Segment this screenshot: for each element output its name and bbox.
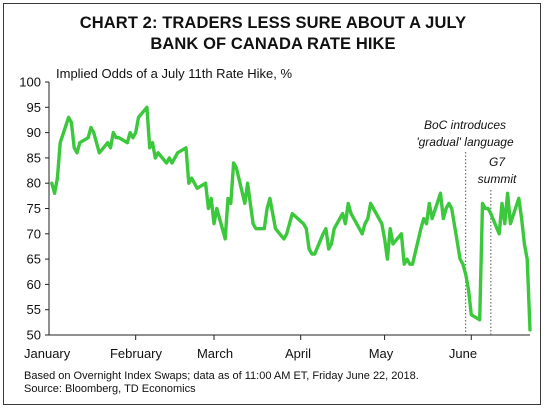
y-tick-label: 60: [27, 277, 41, 292]
y-tick-label: 50: [27, 328, 41, 343]
footnote: Based on Overnight Index Swaps; data as …: [24, 370, 419, 382]
y-tick-label: 90: [27, 125, 41, 140]
x-tick-label: February: [110, 346, 163, 361]
chart-title-line-1: CHART 2: TRADERS LESS SURE ABOUT A JULY: [79, 14, 467, 32]
series-line: [50, 105, 532, 332]
y-tick-label: 80: [27, 176, 41, 191]
annotation-label: 'gradual' language: [416, 135, 514, 149]
y-axis-label: Implied Odds of a July 11th Rate Hike, %: [56, 66, 293, 81]
y-tick-label: 85: [27, 150, 41, 165]
y-tick-label: 65: [27, 252, 41, 267]
x-tick-label: April: [285, 346, 311, 361]
y-tick-label: 70: [27, 226, 41, 241]
chart-title-line-2: BANK OF CANADA RATE HIKE: [150, 35, 396, 53]
y-tick-label: 100: [19, 75, 41, 90]
x-tick-label: June: [449, 346, 477, 361]
source-note: Source: Bloomberg, TD Economics: [24, 383, 196, 395]
y-tick-label: 95: [27, 100, 41, 115]
y-tick-label: 55: [27, 302, 41, 317]
x-tick-label: January: [24, 346, 71, 361]
annotation-label: BoC introduces: [424, 118, 506, 132]
y-tick-label: 75: [27, 201, 41, 216]
x-tick-label: March: [197, 346, 233, 361]
x-tick-label: May: [369, 346, 394, 361]
annotation-label: G7: [489, 155, 506, 169]
annotation-label: summit: [478, 172, 517, 186]
